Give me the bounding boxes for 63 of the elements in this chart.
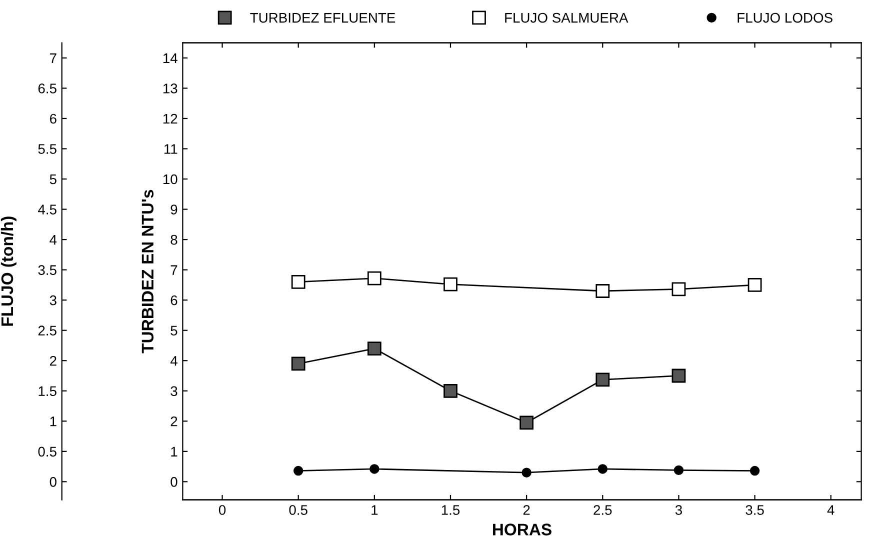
y-tick-label: 3 (170, 386, 178, 396)
y-tick-label: 0 (170, 477, 178, 487)
y2-tick-label: 3.5 (38, 265, 56, 275)
point (672, 368, 686, 383)
x-tick-label: 1 (372, 505, 378, 515)
y2-tick-label: 4 (50, 235, 57, 245)
point (596, 372, 610, 387)
point (522, 468, 532, 478)
x-tick-label: 3 (675, 505, 682, 515)
point (293, 466, 304, 476)
point (444, 277, 458, 292)
point (367, 342, 382, 356)
y2-tick-label: 6.5 (38, 84, 56, 94)
point (750, 466, 760, 476)
x-tick-label: 0 (218, 505, 226, 515)
point (598, 464, 608, 474)
legend-label: FLUJO LODOS (738, 12, 832, 23)
y2-tick-label: 7 (50, 53, 56, 63)
x-axis-title: HORAS (493, 524, 552, 536)
y2-tick-label: 4.5 (38, 204, 56, 214)
point (520, 416, 534, 430)
y2-axis-title: FLUJO (ton/h) (0, 216, 16, 326)
y2-tick-label: 3 (50, 295, 56, 306)
legend-label: FLUJO SALMUERA (505, 12, 628, 23)
x-tick-label: 3.5 (746, 505, 764, 515)
y-tick-label: 7 (170, 265, 178, 275)
point (370, 464, 380, 474)
point (291, 274, 306, 289)
y2-tick-label: 0.5 (38, 446, 56, 457)
point (672, 282, 686, 296)
point (596, 284, 610, 298)
point (748, 278, 762, 292)
y-tick-label: 5 (170, 326, 178, 336)
y-tick-label: 2 (170, 416, 178, 426)
y-tick-label: 10 (163, 174, 178, 184)
x-tick-label: 2.5 (594, 505, 612, 515)
y-tick-label: 12 (163, 114, 178, 124)
y2-tick-label: 2.5 (38, 326, 56, 336)
y-tick-label: 8 (170, 234, 178, 245)
y-tick-label: 1 (171, 446, 178, 456)
y-tick-label: 11 (164, 144, 178, 154)
y-tick-label: 4 (170, 356, 178, 366)
legend-label: TURBIDEZ EFLUENTE (250, 13, 396, 23)
x-tick-label: 2 (523, 505, 530, 515)
x-tick-label: 1.5 (442, 505, 460, 515)
y2-tick-label: 6 (50, 114, 56, 124)
y2-tick-label: 5 (50, 174, 56, 184)
point (367, 271, 382, 286)
point (674, 465, 684, 476)
y-tick-label: 9 (170, 204, 178, 214)
x-tick-label: 0.5 (289, 505, 308, 515)
y2-tick-label: 2 (50, 356, 56, 366)
y2-tick-label: 1.5 (38, 386, 56, 396)
y2-tick-label: 1 (50, 416, 56, 426)
y-axis-title: TURBIDEZ EN NTU's (142, 190, 154, 354)
y2-tick-label: 0 (50, 477, 56, 487)
point (444, 384, 458, 398)
y-tick-label: 14 (163, 53, 178, 63)
y-tick-label: 6 (170, 295, 178, 306)
y-tick-label: 13 (163, 84, 178, 94)
x-tick-label: 4 (827, 505, 834, 515)
point (291, 356, 306, 371)
y2-tick-label: 5.5 (38, 144, 56, 154)
